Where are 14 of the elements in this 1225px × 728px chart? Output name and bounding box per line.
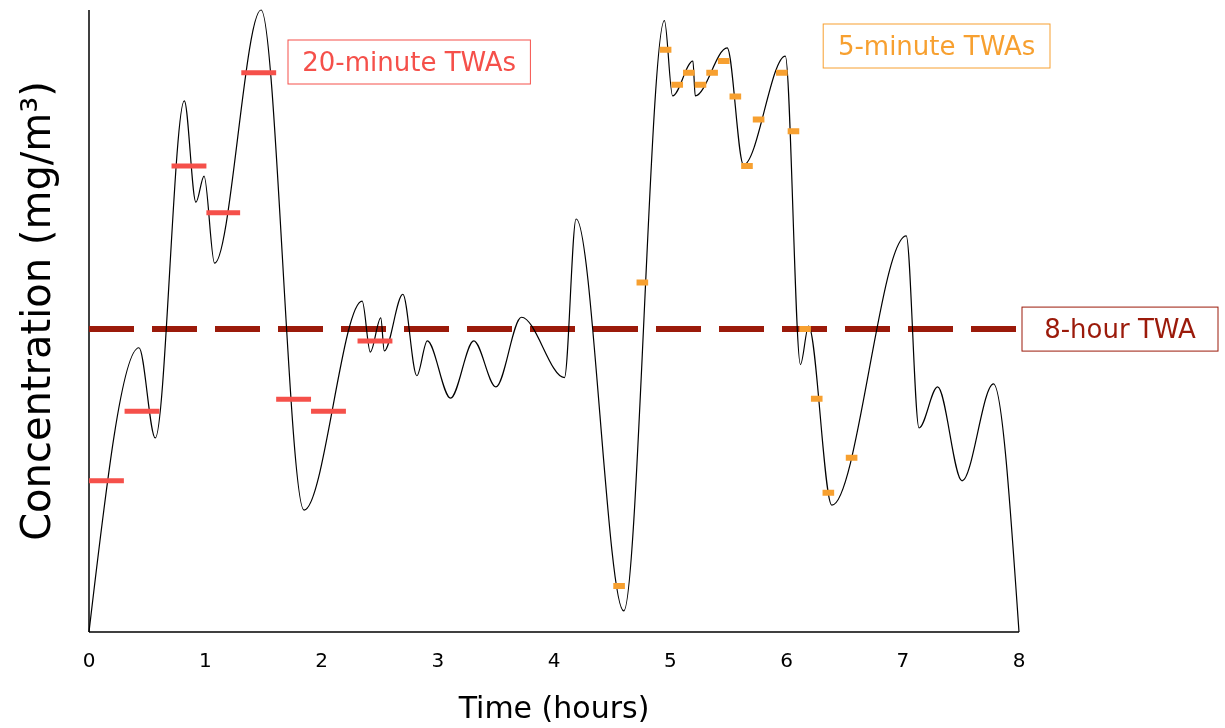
series-label: 5-minute TWAs [837, 31, 1036, 61]
x-tick-label: 2 [315, 648, 328, 672]
x-axis-title: Time (hours) [457, 690, 650, 725]
x-tick-label: 0 [82, 648, 96, 672]
y-axis-title: Concentration (mg/m³) [13, 81, 59, 541]
ref-line-label: 8-hour TWA [1044, 314, 1197, 345]
x-tick-label: 3 [431, 648, 445, 672]
x-tick-label: 6 [780, 648, 793, 672]
x-tick-label: 8 [1012, 648, 1026, 672]
x-tick-label: 7 [896, 648, 910, 672]
series-label: 20-minute TWAs [302, 47, 517, 77]
x-tick-label: 4 [547, 648, 561, 672]
x-tick-label: 5 [663, 648, 677, 672]
x-tick-label: 1 [198, 648, 212, 672]
